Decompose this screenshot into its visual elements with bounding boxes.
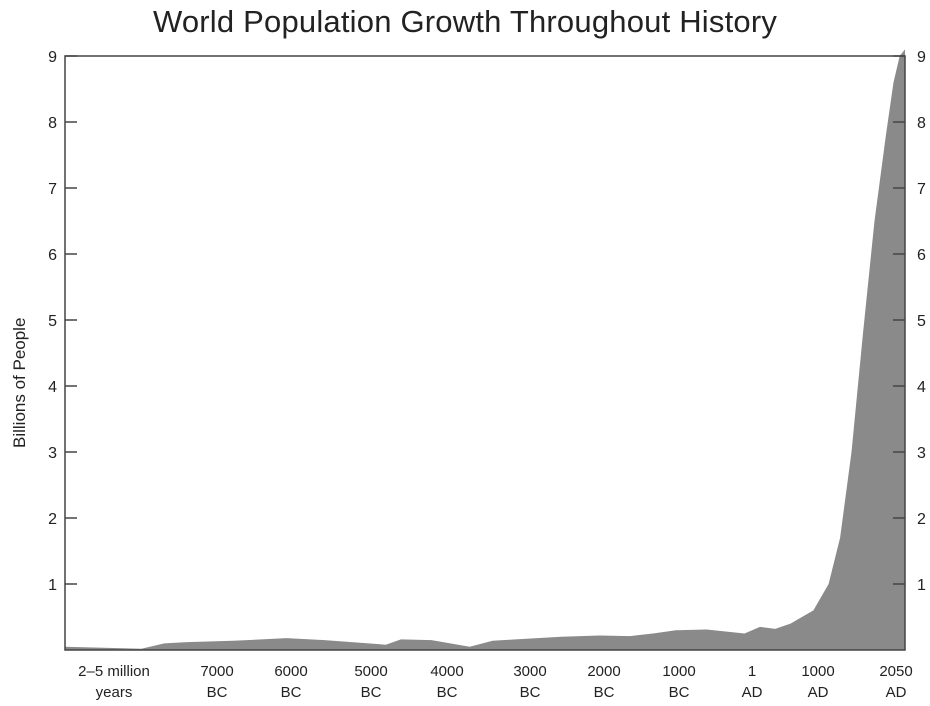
x-tick-label: 2050 AD bbox=[879, 663, 912, 701]
x-tick-label: 5000 BC bbox=[354, 663, 387, 701]
x-tick-label: 6000 BC bbox=[274, 663, 307, 701]
y-tick-label-left: 4 bbox=[48, 379, 57, 396]
y-tick-label-right: 7 bbox=[917, 181, 926, 198]
plot-frame bbox=[64, 55, 906, 651]
y-tick-label-right: 4 bbox=[917, 379, 926, 396]
y-tick-label-right: 6 bbox=[917, 247, 926, 264]
y-tick-label-left: 8 bbox=[48, 115, 57, 132]
chart-title: World Population Growth Throughout Histo… bbox=[152, 4, 778, 39]
y-tick-label-left: 2 bbox=[48, 511, 57, 528]
y-tick-label-left: 3 bbox=[48, 445, 57, 462]
y-tick-label-left: 5 bbox=[48, 313, 57, 330]
x-tick-label: 4000 BC bbox=[430, 663, 463, 701]
y-tick-label-right: 2 bbox=[917, 511, 926, 528]
population-area bbox=[65, 49, 905, 650]
x-tick-label: 2000 BC bbox=[587, 663, 620, 701]
x-tick-label: 7000 BC bbox=[200, 663, 233, 701]
x-tick-label: 2–5 million years bbox=[78, 663, 150, 701]
x-tick-label: 1000 AD bbox=[801, 663, 834, 701]
y-tick-label-right: 8 bbox=[917, 115, 926, 132]
y-tick-label-left: 9 bbox=[48, 49, 57, 66]
y-tick-label-right: 3 bbox=[917, 445, 926, 462]
y-tick-label-left: 7 bbox=[48, 181, 57, 198]
y-tick-label-right: 5 bbox=[917, 313, 926, 330]
y-tick-label-left: 6 bbox=[48, 247, 57, 264]
x-tick-label: 1 AD bbox=[742, 663, 763, 701]
y-tick-label-right: 1 bbox=[917, 577, 926, 594]
y-tick-label-right: 9 bbox=[917, 49, 926, 66]
x-tick-label: 3000 BC bbox=[513, 663, 546, 701]
x-tick-label: 1000 BC bbox=[662, 663, 695, 701]
y-tick-label-left: 1 bbox=[48, 577, 57, 594]
